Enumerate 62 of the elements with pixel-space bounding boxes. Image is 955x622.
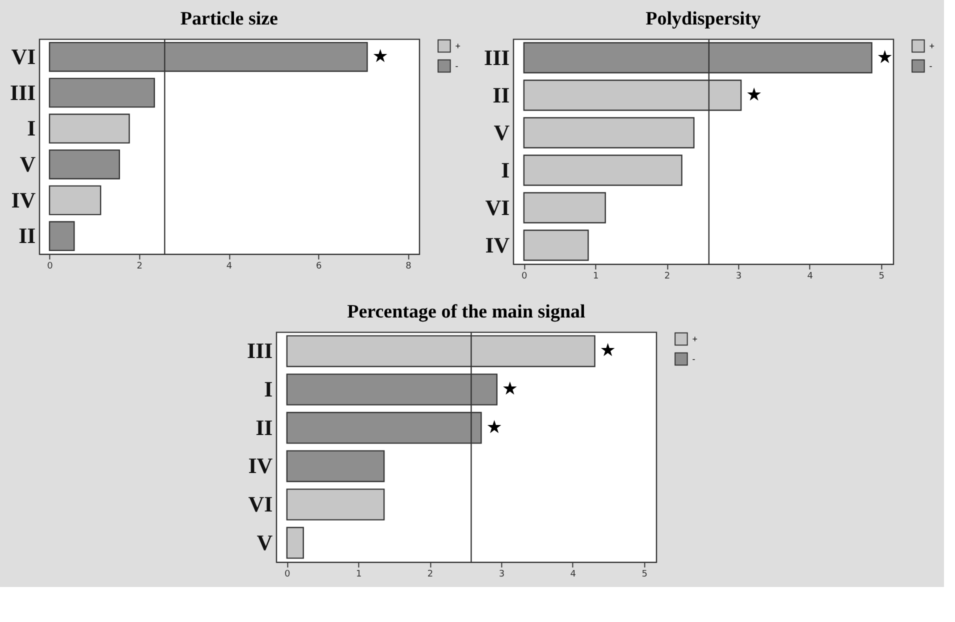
y-tick-label: I	[27, 116, 36, 141]
y-tick-label: IV	[11, 187, 36, 212]
bar	[48, 114, 130, 144]
y-tick-label: III	[10, 80, 36, 105]
y-tick-label: VI	[248, 492, 273, 516]
x-tick-label: 3	[736, 272, 742, 282]
x-tick-label: 3	[498, 570, 505, 580]
legend-label: +	[692, 334, 698, 344]
x-tick-label: 5	[642, 570, 648, 580]
annotation: ★	[600, 340, 616, 362]
y-tick-label: IV	[248, 453, 273, 478]
x-tick-label: 4	[807, 272, 814, 282]
legend-label: +	[929, 41, 934, 51]
annotation: ★	[486, 416, 502, 438]
x-tick-label: 0	[284, 570, 291, 580]
annotation: ★	[876, 46, 893, 68]
bar	[48, 149, 120, 180]
y-tick-label: V	[494, 120, 510, 145]
annotation: ★	[502, 378, 518, 400]
bar	[286, 450, 385, 482]
bar	[286, 488, 385, 520]
x-tick-label: 5	[878, 272, 884, 282]
bar	[523, 154, 682, 186]
x-tick-label: 1	[592, 272, 599, 282]
legend-label: -	[929, 61, 932, 71]
y-tick-label: II	[256, 414, 273, 440]
bar	[523, 117, 695, 148]
y-tick-label: II	[492, 82, 510, 108]
chart-title: Particle size	[180, 8, 278, 30]
legend-label: -	[692, 354, 696, 364]
chart-title: Polydispersity	[646, 8, 762, 30]
bar	[48, 78, 155, 108]
annotation: ★	[746, 84, 762, 106]
x-tick-label: 0	[522, 272, 528, 282]
y-tick-label: I	[501, 157, 510, 182]
y-tick-label: VI	[485, 194, 510, 220]
bar	[48, 221, 75, 252]
y-tick-label: III	[247, 338, 273, 364]
bar	[48, 185, 102, 216]
legend-label: -	[455, 61, 458, 71]
x-tick-label: 2	[664, 272, 670, 282]
y-tick-label: IV	[485, 232, 510, 258]
y-tick-label: II	[18, 223, 36, 248]
y-tick-label: V	[256, 530, 273, 555]
annotation: ★	[372, 46, 388, 67]
x-tick-label: 0	[47, 262, 54, 272]
y-tick-label: VI	[11, 44, 36, 69]
x-tick-label: 4	[570, 570, 576, 580]
x-tick-label: 2	[427, 570, 434, 580]
x-tick-label: 4	[226, 262, 232, 272]
bar	[523, 230, 589, 261]
y-tick-label: III	[484, 44, 510, 70]
x-tick-label: 2	[136, 262, 142, 272]
legend-label: +	[455, 41, 460, 51]
bar	[523, 192, 606, 224]
x-tick-label: 6	[316, 262, 322, 272]
y-tick-label: V	[20, 151, 36, 176]
x-tick-label: 8	[406, 262, 412, 272]
x-tick-label: 1	[356, 570, 362, 580]
y-tick-label: I	[264, 376, 273, 402]
bar	[286, 526, 304, 559]
chart-title: Percentage of the main signal	[347, 301, 586, 322]
